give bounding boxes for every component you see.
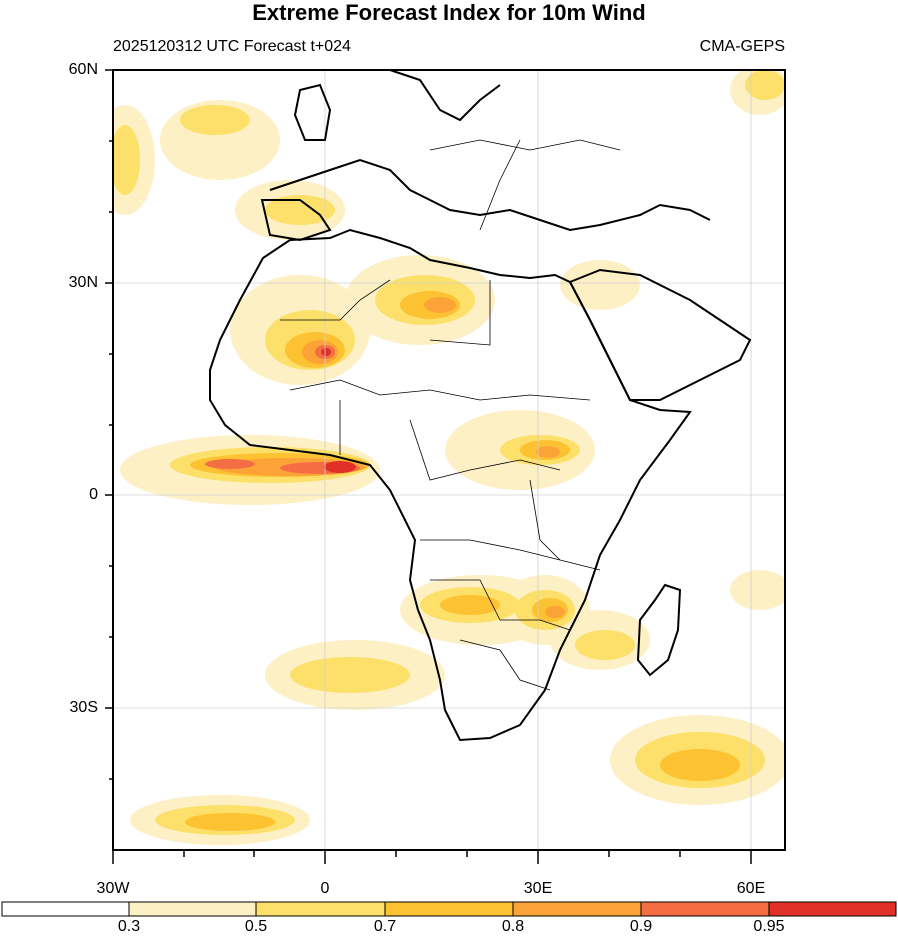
lon-label-30e: 30E <box>523 880 553 897</box>
lat-label-0: 0 <box>89 486 98 503</box>
lat-label-30n: 30N <box>68 274 98 291</box>
lon-label-30w: 30W <box>96 880 130 897</box>
efi-shading <box>113 70 785 845</box>
lat-label-30s: 30S <box>69 699 98 716</box>
coastlines <box>209 70 752 742</box>
colorbar-bin-4 <box>512 901 642 917</box>
colorbar-label-0: 0.3 <box>117 918 141 935</box>
colorbar-label-3: 0.8 <box>501 918 525 935</box>
map-frame <box>112 69 786 851</box>
lon-ticks <box>112 850 752 864</box>
colorbar-bin-6 <box>768 901 897 917</box>
country-borders <box>280 139 621 691</box>
lat-ticks <box>105 69 113 780</box>
gridlines <box>113 70 785 850</box>
colorbar-label-4: 0.9 <box>629 918 653 935</box>
lon-label-60e: 60E <box>736 880 766 897</box>
colorbar-bin-5 <box>640 901 770 917</box>
map-title: Extreme Forecast Index for 10m Wind <box>252 0 646 25</box>
lon-label-0: 0 <box>320 880 330 897</box>
lat-label-60n: 60N <box>68 61 98 78</box>
colorbar-bin-3 <box>384 901 514 917</box>
colorbar-bin-2 <box>255 901 386 917</box>
colorbar-label-1: 0.5 <box>244 918 268 935</box>
colorbar-label-5: 0.95 <box>753 918 785 935</box>
run-info: 2025120312 UTC Forecast t+024 <box>113 38 351 55</box>
colorbar <box>1 901 897 917</box>
model-name: CMA-GEPS <box>699 38 785 55</box>
colorbar-label-2: 0.7 <box>373 918 397 935</box>
colorbar-bin-0 <box>1 901 130 917</box>
colorbar-bin-1 <box>128 901 257 917</box>
